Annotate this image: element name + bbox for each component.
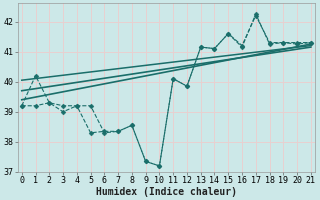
X-axis label: Humidex (Indice chaleur): Humidex (Indice chaleur): [96, 186, 237, 197]
